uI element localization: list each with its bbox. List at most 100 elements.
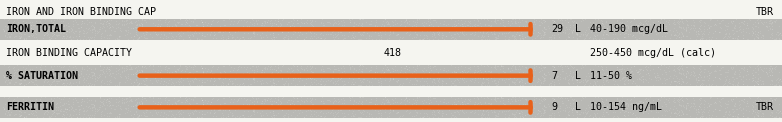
Point [123, 18, 135, 20]
Point [571, 111, 583, 113]
Point [656, 27, 669, 29]
Point [129, 107, 142, 109]
Point [694, 84, 706, 86]
Point [85, 25, 98, 26]
Point [124, 67, 137, 69]
Point [280, 112, 292, 114]
Point [118, 20, 131, 22]
Point [135, 114, 148, 116]
Point [622, 111, 635, 113]
Point [56, 26, 68, 28]
Point [199, 113, 211, 115]
Point [265, 38, 278, 40]
Point [8, 23, 20, 25]
Point [752, 78, 764, 80]
Point [668, 23, 680, 25]
Point [514, 80, 526, 82]
Point [594, 30, 607, 32]
Point [378, 96, 391, 98]
Point [103, 68, 116, 70]
Point [202, 22, 214, 24]
Point [347, 30, 360, 32]
Point [597, 85, 609, 87]
Point [736, 99, 748, 101]
Point [274, 107, 287, 109]
Point [48, 33, 60, 35]
Point [637, 107, 650, 108]
Point [671, 99, 683, 101]
Point [38, 80, 50, 82]
Point [745, 112, 758, 114]
Point [766, 28, 778, 30]
Point [41, 111, 54, 113]
Point [275, 97, 288, 99]
Point [187, 74, 199, 76]
Point [104, 101, 117, 103]
Point [71, 101, 84, 103]
Point [693, 67, 705, 69]
Point [465, 66, 477, 68]
Point [571, 33, 583, 35]
Point [287, 79, 300, 81]
Point [477, 104, 490, 106]
Point [229, 31, 242, 33]
Point [15, 36, 27, 38]
Point [227, 101, 239, 103]
Point [56, 83, 68, 85]
Point [46, 110, 59, 112]
Point [598, 29, 611, 31]
Point [138, 80, 150, 82]
Point [680, 73, 692, 75]
Point [189, 18, 202, 20]
Point [304, 108, 317, 110]
Point [249, 72, 262, 74]
Point [757, 115, 769, 117]
Point [662, 23, 675, 25]
Point [561, 113, 574, 115]
Point [84, 25, 97, 27]
Point [34, 99, 47, 101]
Point [321, 99, 333, 101]
Point [2, 79, 15, 81]
Point [648, 107, 661, 109]
Point [60, 79, 73, 81]
Point [704, 65, 716, 67]
Point [346, 65, 359, 67]
Point [731, 36, 744, 38]
Point [655, 18, 667, 20]
Point [77, 21, 90, 23]
Point [196, 113, 208, 115]
Point [526, 28, 538, 30]
Point [579, 113, 592, 115]
Point [325, 31, 338, 33]
Point [13, 115, 26, 117]
Point [167, 73, 179, 75]
Point [116, 102, 128, 104]
Point [212, 77, 224, 79]
Point [399, 73, 411, 75]
Point [478, 65, 490, 67]
Point [50, 25, 63, 27]
Point [590, 31, 602, 33]
Point [546, 101, 558, 103]
Point [204, 23, 217, 25]
Point [341, 29, 353, 31]
Point [642, 34, 655, 36]
Point [39, 18, 52, 20]
Point [644, 64, 657, 66]
Point [747, 106, 759, 107]
Point [492, 97, 504, 99]
Point [516, 116, 529, 118]
Point [131, 115, 144, 117]
Point [196, 99, 208, 101]
Point [685, 24, 698, 26]
Point [330, 113, 343, 115]
Point [737, 39, 749, 41]
Point [418, 20, 431, 22]
Point [255, 83, 267, 85]
Point [254, 71, 267, 73]
Point [699, 100, 712, 102]
Point [406, 25, 418, 27]
Point [249, 26, 261, 28]
Point [543, 36, 555, 38]
